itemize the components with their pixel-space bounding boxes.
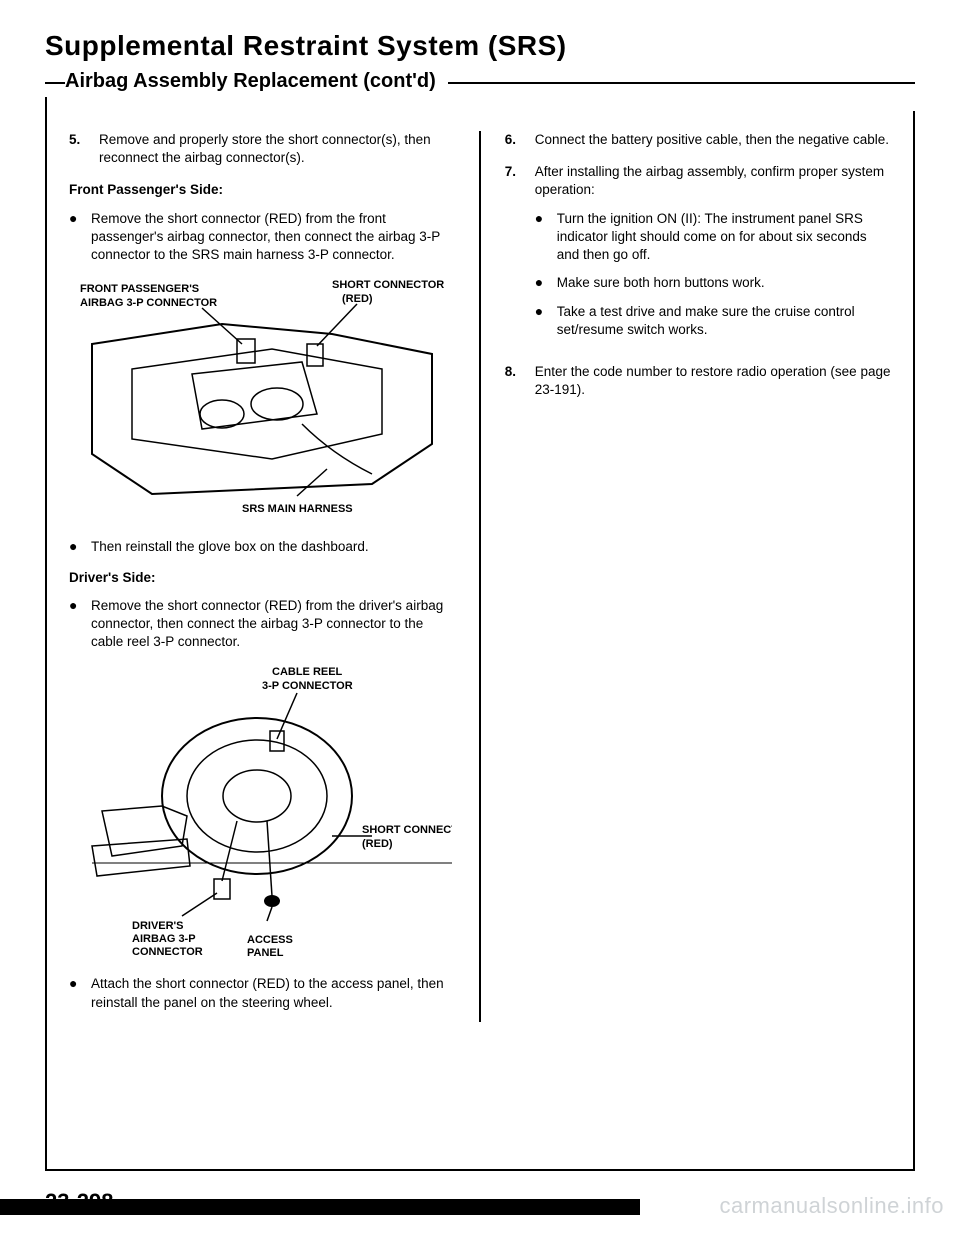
step-text: Enter the code number to restore radio o…	[535, 363, 891, 399]
step7-bullet-3: ● Take a test drive and make sure the cr…	[535, 303, 891, 339]
front-passenger-heading: Front Passenger's Side:	[69, 181, 455, 199]
step-text: Remove and properly store the short conn…	[99, 131, 455, 167]
step-7: 7. After installing the airbag assembly,…	[505, 163, 891, 349]
step7-bullet-2: ● Make sure both horn buttons work.	[535, 274, 891, 292]
step-6: 6. Connect the battery positive cable, t…	[505, 131, 891, 149]
driver-bullet-1: ● Remove the short connector (RED) from …	[69, 597, 455, 652]
step7-intro: After installing the airbag assembly, co…	[535, 163, 891, 199]
fig1-label-bottom: SRS MAIN HARNESS	[242, 503, 353, 515]
bullet-text: Attach the short connector (RED) to the …	[91, 975, 455, 1011]
section-header-wrap: Airbag Assembly Replacement (cont'd)	[45, 70, 915, 93]
step-number: 7.	[505, 163, 521, 349]
driver-bullet-2: ● Attach the short connector (RED) to th…	[69, 975, 455, 1011]
bullet-text: Then reinstall the glove box on the dash…	[91, 538, 455, 556]
figure-front-passenger: FRONT PASSENGER'S AIRBAG 3-P CONNECTOR S…	[69, 274, 455, 524]
content-frame: 5. Remove and properly store the short c…	[45, 111, 915, 1171]
bullet-text: Turn the ignition ON (II): The instrumen…	[557, 210, 891, 265]
fig2-label-bc2: PANEL	[247, 947, 284, 959]
bullet-icon: ●	[535, 303, 547, 339]
svg-text:AIRBAG 3-P CONNECTOR: AIRBAG 3-P CONNECTOR	[80, 297, 217, 309]
front-bullet-1: ● Remove the short connector (RED) from …	[69, 210, 455, 265]
fig2-label-top2: 3-P CONNECTOR	[262, 680, 353, 692]
left-column: 5. Remove and properly store the short c…	[69, 131, 455, 1022]
fig1-label-right-sub: (RED)	[342, 293, 373, 305]
bullet-text: Make sure both horn buttons work.	[557, 274, 891, 292]
step-text: Connect the battery positive cable, then…	[535, 131, 891, 149]
fig2-label-bl2: AIRBAG 3-P	[132, 933, 196, 945]
fig2-label-top1: CABLE REEL	[272, 666, 343, 678]
bullet-icon: ●	[69, 975, 81, 1011]
driver-side-heading: Driver's Side:	[69, 569, 455, 587]
step7-bullet-1: ● Turn the ignition ON (II): The instrum…	[535, 210, 891, 265]
fig2-label-bl3: CONNECTOR	[132, 946, 203, 958]
bullet-text: Remove the short connector (RED) from th…	[91, 210, 455, 265]
bullet-icon: ●	[535, 274, 547, 292]
figure-driver-side: CABLE REEL 3-P CONNECTOR	[69, 661, 455, 961]
bullet-text: Take a test drive and make sure the crui…	[557, 303, 891, 339]
bullet-icon: ●	[69, 210, 81, 265]
right-column: 6. Connect the battery positive cable, t…	[505, 131, 891, 1022]
front-bullet-2: ● Then reinstall the glove box on the da…	[69, 538, 455, 556]
bullet-icon: ●	[535, 210, 547, 265]
step-5: 5. Remove and properly store the short c…	[69, 131, 455, 167]
column-divider	[479, 131, 481, 1022]
fig2-label-bc1: ACCESS	[247, 934, 293, 946]
step-number: 8.	[505, 363, 521, 399]
fig1-label-right-top: SHORT CONNECTOR	[332, 279, 444, 291]
bullet-text: Remove the short connector (RED) from th…	[91, 597, 455, 652]
footer-black-bar	[0, 1199, 640, 1215]
step-text: After installing the airbag assembly, co…	[535, 163, 891, 349]
watermark-text: carmanualsonline.info	[719, 1193, 944, 1219]
page-title: Supplemental Restraint System (SRS)	[45, 30, 915, 62]
fig2-label-right1: SHORT CONNECTOR	[362, 824, 452, 836]
svg-text:FRONT PASSENGER'S: FRONT PASSENGER'S	[80, 283, 199, 295]
step-number: 5.	[69, 131, 85, 167]
step-8: 8. Enter the code number to restore radi…	[505, 363, 891, 399]
step-number: 6.	[505, 131, 521, 149]
section-title: Airbag Assembly Replacement (cont'd)	[65, 70, 448, 93]
bullet-icon: ●	[69, 538, 81, 556]
frame-notch	[45, 97, 47, 111]
bullet-icon: ●	[69, 597, 81, 652]
fig2-label-bl1: DRIVER'S	[132, 920, 184, 932]
fig2-label-right2: (RED)	[362, 838, 393, 850]
